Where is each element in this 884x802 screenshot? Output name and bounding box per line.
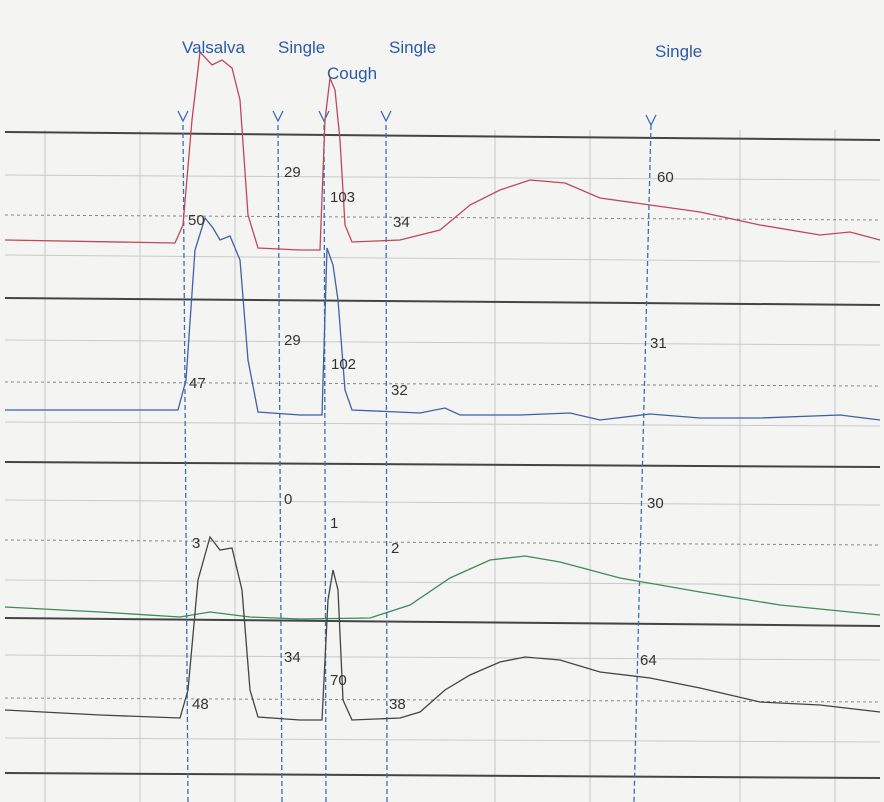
reading: 50 xyxy=(188,212,205,229)
reading: 31 xyxy=(650,335,667,352)
reading: 47 xyxy=(189,375,206,392)
event-label: Valsalva xyxy=(182,38,246,57)
reading: 29 xyxy=(284,164,301,181)
reading: 0 xyxy=(284,491,292,508)
event-label: Single xyxy=(389,38,436,57)
reading: 34 xyxy=(393,214,410,231)
reading: 102 xyxy=(331,356,356,373)
reading: 3 xyxy=(192,535,200,552)
reading: 103 xyxy=(330,189,355,206)
reading: 38 xyxy=(389,696,406,713)
event-label: Single xyxy=(278,38,325,57)
reading: 48 xyxy=(192,696,209,713)
event-label: Cough xyxy=(327,64,377,83)
reading: 60 xyxy=(657,169,674,186)
event-label: Single xyxy=(655,42,702,61)
reading: 1 xyxy=(330,515,338,532)
reading: 2 xyxy=(391,540,399,557)
reading: 70 xyxy=(330,672,347,689)
reading: 64 xyxy=(640,652,657,669)
reading: 29 xyxy=(284,332,301,349)
trace-photo: Valsalva Single Cough Single Single 50 2… xyxy=(0,0,884,802)
reading: 34 xyxy=(284,649,301,666)
page: Valsalva Single Cough Single Single 50 2… xyxy=(0,0,884,802)
paper xyxy=(0,0,884,802)
reading: 30 xyxy=(647,495,664,512)
reading: 32 xyxy=(391,382,408,399)
